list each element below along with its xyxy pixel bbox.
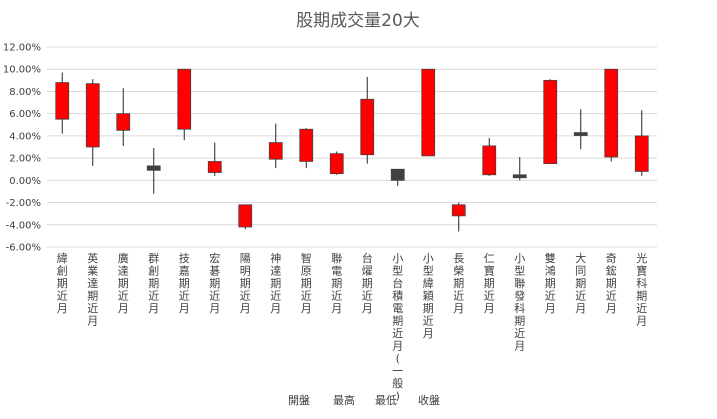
y-tick-label: -2.00%	[6, 198, 41, 209]
y-axis-ticks: -6.00% -4.00% -2.00% 0.00% 2.00% 4.00% 6.00% 8.…	[3, 43, 41, 254]
candle	[299, 128, 314, 169]
y-tick-label: 10.00%	[3, 65, 41, 76]
y-tick-label: -6.00%	[6, 243, 41, 254]
candles	[55, 68, 649, 232]
candle-body	[543, 79, 558, 165]
y-tick-label: 4.00%	[9, 131, 41, 142]
x-tick-label: 智原期近月	[301, 251, 312, 315]
candle	[451, 202, 466, 232]
x-tick-label: 台燿期近月	[362, 251, 373, 315]
x-tick-label: 群創期近月	[148, 251, 159, 315]
x-tick-label: 神達期近月	[270, 251, 281, 315]
candle-body	[207, 161, 222, 173]
candle-body	[55, 82, 70, 120]
y-tick-label: 12.00%	[3, 43, 41, 54]
candle	[55, 72, 70, 134]
x-tick-label: 小型台積電期近月(一般)	[392, 252, 403, 403]
y-tick-label: 8.00%	[9, 87, 41, 98]
candle	[390, 168, 405, 186]
legend-item: 開盤	[288, 394, 310, 407]
candle-body	[604, 68, 619, 158]
x-tick-label: 雙鴻期近月	[545, 252, 556, 315]
candle-body	[390, 168, 405, 181]
legend-item: 收盤	[418, 393, 440, 407]
candle-body	[451, 204, 466, 217]
candle	[238, 204, 253, 230]
candle	[146, 148, 161, 194]
chart-title: 股期成交量20大	[296, 11, 420, 31]
candle-body	[146, 165, 161, 171]
candle-body	[512, 174, 527, 179]
x-tick-label: 英業達期近月	[87, 251, 98, 328]
candle	[177, 68, 192, 141]
x-tick-label: 陽明期近月	[240, 252, 251, 315]
candle	[512, 157, 527, 181]
candle	[116, 88, 131, 146]
y-tick-label: 6.00%	[9, 109, 41, 120]
candle-body	[177, 68, 192, 130]
candle-body	[421, 68, 436, 157]
candle-body	[238, 204, 253, 228]
candle	[268, 123, 283, 169]
candle	[482, 138, 497, 176]
x-tick-label: 聯電期近月	[331, 252, 342, 315]
x-tick-label: 宏碁期近月	[209, 251, 220, 315]
candle	[604, 68, 619, 162]
candle	[634, 110, 649, 176]
candle-body	[360, 98, 375, 156]
x-tick-label: 小型聯發科期近月	[514, 252, 525, 353]
candle-body	[85, 83, 100, 148]
candle-body	[329, 153, 344, 175]
candle	[543, 79, 558, 165]
candle-body	[634, 135, 649, 172]
candle	[85, 79, 100, 166]
legend-item: 最高	[333, 393, 355, 407]
candle-body	[482, 145, 497, 176]
x-tick-label: 光寶科期近月	[636, 251, 647, 328]
x-tick-label: 技嘉期近月	[179, 252, 190, 315]
y-tick-label: 0.00%	[9, 176, 41, 187]
x-tick-label: 小型緯穎期近月	[423, 252, 434, 340]
candle-body	[116, 113, 131, 131]
candle	[360, 77, 375, 164]
candle-body	[268, 142, 283, 160]
x-tick-label: 仁寶期近月	[484, 252, 495, 315]
y-tick-label: -4.00%	[6, 220, 41, 231]
legend-item: 最低	[375, 394, 397, 407]
x-tick-label: 廣達期近月	[118, 251, 129, 315]
candle	[207, 142, 222, 176]
x-tick-label: 長榮期近月	[453, 252, 464, 315]
candle	[573, 109, 588, 150]
x-tick-label: 緯創期近月	[57, 251, 68, 315]
legend: 開盤 最高 最低 收盤	[288, 393, 440, 407]
candle-body	[299, 128, 314, 162]
x-tick-label: 大同期近月	[575, 251, 586, 315]
candle	[421, 68, 436, 157]
gridlines	[47, 46, 657, 248]
x-tick-label: 奇鋐期近月	[606, 252, 617, 315]
x-axis-ticks: 緯創期近月 英業達期近月 廣達期近月 群創期近月 技嘉期近月 宏碁期近月 陽明期近月 神達期近…	[57, 251, 648, 403]
candle-body	[573, 132, 588, 136]
y-tick-label: 2.00%	[9, 154, 41, 165]
candle	[329, 151, 344, 175]
